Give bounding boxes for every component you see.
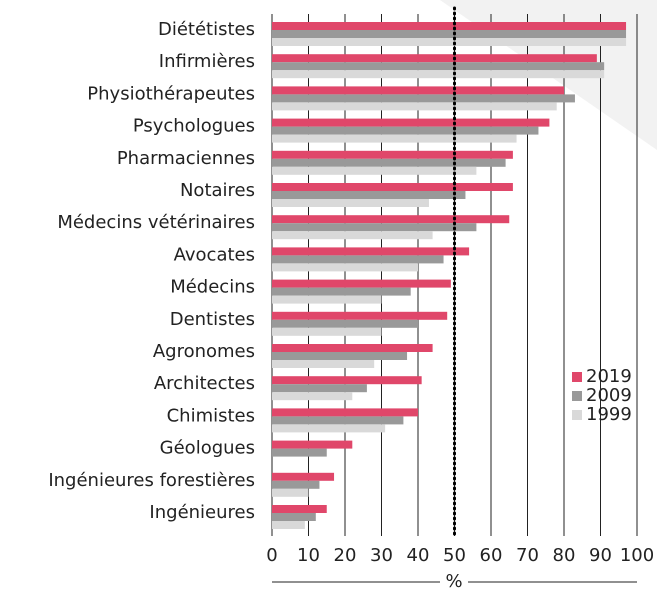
x-tick-label: 70 bbox=[516, 545, 539, 566]
bar bbox=[272, 311, 448, 320]
bar bbox=[272, 54, 597, 63]
bar bbox=[272, 352, 408, 360]
bar bbox=[272, 183, 513, 191]
bar bbox=[272, 223, 477, 232]
y-tick-label: Agronomes bbox=[153, 341, 255, 362]
bar bbox=[272, 118, 550, 127]
legend-swatch bbox=[572, 410, 582, 420]
x-tick-label: 100 bbox=[620, 545, 654, 566]
bar bbox=[272, 424, 386, 433]
bar bbox=[272, 30, 627, 38]
y-tick-label: Chimistes bbox=[167, 405, 255, 426]
y-tick-label: Physiothérapeutes bbox=[87, 83, 255, 104]
bar bbox=[272, 126, 539, 135]
y-tick-label: Psychologues bbox=[133, 116, 255, 137]
bar bbox=[272, 287, 411, 296]
x-tick-label: 0 bbox=[266, 545, 277, 566]
bar bbox=[272, 408, 418, 417]
bar bbox=[272, 263, 418, 272]
y-tick-label: Infirmières bbox=[159, 51, 255, 72]
x-tick-label: 10 bbox=[297, 545, 320, 566]
y-tick-label: Diététistes bbox=[158, 19, 255, 40]
bar bbox=[272, 150, 513, 159]
legend-label: 1999 bbox=[586, 404, 632, 425]
bar bbox=[272, 279, 451, 288]
bar bbox=[272, 22, 627, 30]
y-tick-label: Dentistes bbox=[170, 309, 255, 330]
bar bbox=[272, 102, 557, 111]
bar bbox=[272, 521, 305, 529]
bar bbox=[272, 247, 470, 256]
y-tick-label: Ingénieures bbox=[149, 502, 255, 523]
bar bbox=[272, 384, 367, 393]
bar bbox=[272, 319, 418, 328]
legend-swatch bbox=[572, 391, 582, 401]
x-tick-label: 30 bbox=[370, 545, 393, 566]
bar bbox=[272, 376, 422, 385]
bar bbox=[272, 199, 429, 207]
bar bbox=[272, 191, 466, 199]
x-tick-label: 80 bbox=[553, 545, 576, 566]
bar bbox=[272, 70, 605, 79]
bar bbox=[272, 62, 605, 71]
bar bbox=[272, 448, 327, 457]
y-tick-label: Architectes bbox=[154, 373, 255, 394]
legend-swatch bbox=[572, 372, 582, 382]
y-tick-label: Géologues bbox=[160, 438, 255, 459]
bar bbox=[272, 134, 517, 143]
y-tick-label: Médecins bbox=[170, 277, 255, 298]
x-tick-label: 90 bbox=[589, 545, 612, 566]
bar bbox=[272, 231, 433, 240]
legend-label: 2009 bbox=[586, 385, 632, 406]
bar bbox=[272, 440, 353, 449]
bar bbox=[272, 86, 564, 95]
bar bbox=[272, 513, 316, 521]
bar bbox=[272, 94, 575, 103]
bar bbox=[272, 472, 335, 481]
bar bbox=[272, 255, 444, 264]
bar bbox=[272, 215, 510, 224]
y-tick-label: Ingénieures forestières bbox=[48, 470, 255, 491]
bar bbox=[272, 166, 477, 175]
bar bbox=[272, 505, 327, 513]
bar bbox=[272, 295, 382, 304]
x-tick-label: 20 bbox=[334, 545, 357, 566]
bar bbox=[272, 480, 320, 489]
bar bbox=[272, 344, 433, 352]
y-tick-label: Pharmaciennes bbox=[117, 148, 255, 169]
bar bbox=[272, 158, 506, 167]
y-tick-label: Notaires bbox=[180, 180, 255, 201]
bar bbox=[272, 327, 382, 336]
y-tick-label: Médecins vétérinaires bbox=[57, 212, 255, 233]
x-tick-label: 40 bbox=[407, 545, 430, 566]
x-tick-label: 50 bbox=[443, 545, 466, 566]
bar bbox=[272, 360, 375, 368]
y-tick-label: Avocates bbox=[174, 244, 255, 265]
bar bbox=[272, 488, 309, 497]
legend-label: 2019 bbox=[586, 366, 632, 387]
bar bbox=[272, 416, 404, 425]
bar bbox=[272, 38, 627, 46]
x-tick-label: 60 bbox=[480, 545, 503, 566]
bar bbox=[272, 392, 353, 401]
x-axis-label: % bbox=[445, 571, 462, 589]
